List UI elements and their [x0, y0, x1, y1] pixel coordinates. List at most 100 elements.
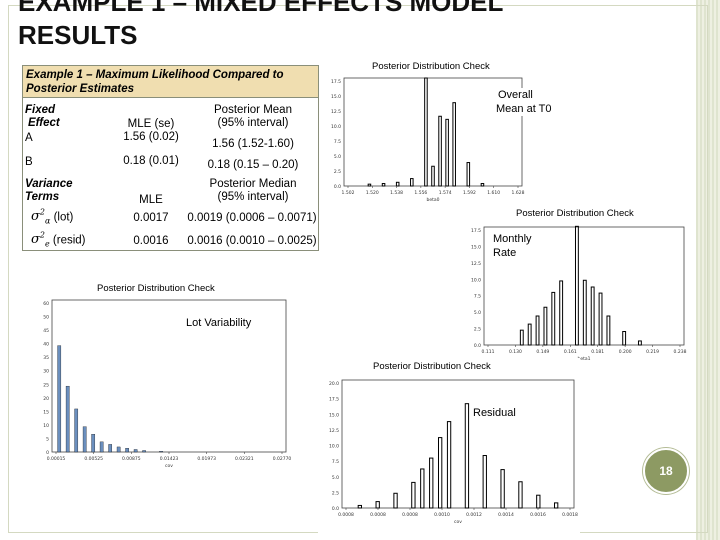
- slide-title-line2: RESULTS: [18, 20, 138, 50]
- monthly-rate-bar: [598, 292, 603, 346]
- variance-row-lot-label: (lot): [53, 211, 74, 224]
- fixed-effect-heading: Fixed Effect: [25, 104, 60, 130]
- fixed-effect-heading-line1: Fixed: [25, 104, 56, 116]
- lot-variability-y-tick-label: 5: [46, 436, 49, 442]
- variance-row-resid: σ2e (resid): [31, 229, 86, 251]
- residual-plot: Posterior Distribution Check 20.0 17.5 15.…: [318, 358, 580, 538]
- overall-mean-plot-title: Posterior Distribution Check: [372, 61, 490, 72]
- slide-number-badge: 18: [643, 448, 689, 494]
- overall-mean-x-tick-label: 1.574: [439, 190, 452, 196]
- residual-bar: [500, 469, 505, 509]
- fixed-row-b-posterior: 0.18 (0.15 – 0.20): [207, 159, 299, 171]
- sigma-e-squared-symbol: σ2e: [31, 231, 50, 249]
- lot-variability-bar: [65, 385, 70, 453]
- monthly-rate-x-tick-label: 0.149: [536, 349, 549, 355]
- variance-terms-heading-line1: Variance: [25, 178, 73, 190]
- fixed-row-b-mle: 0.18 (0.01): [123, 155, 179, 167]
- monthly-rate-y-tick-label: 10.0: [471, 277, 481, 283]
- overall-mean-x-tick-label: 1.628: [512, 190, 525, 196]
- overall-mean-y-tick-label: 7.5: [334, 139, 341, 145]
- monthly-rate-annotation: Monthly Rate: [493, 232, 532, 260]
- residual-y-tick-label: 15.0: [329, 412, 339, 418]
- overall-mean-bar: [431, 165, 435, 187]
- overall-mean-chart: 17.5 15.0 12.5 10.0 7.5 5.0 2.5 0.01.502 1.520 1.…: [331, 77, 525, 203]
- monthly-rate-annotation-line2: Rate: [493, 247, 517, 259]
- overall-mean-y-tick-label: 0.0: [334, 184, 341, 190]
- monthly-rate-bar: [535, 315, 540, 346]
- residual-bar: [357, 504, 363, 509]
- residual-y-tick-label: 10.0: [329, 444, 339, 450]
- lot-variability-y-tick-label: 20: [43, 396, 49, 402]
- lot-variability-x-axis-label: cov: [165, 464, 173, 469]
- lot-variability-bar: [108, 444, 113, 453]
- fixed-effect-heading-line2: Effect: [28, 117, 60, 129]
- residual-bar: [420, 468, 425, 509]
- lot-variability-plot: Posterior Distribution Check 60 50 45 40 35 3…: [30, 280, 292, 480]
- monthly-rate-bar: [582, 279, 587, 346]
- residual-annotation-line1: Residual: [473, 407, 516, 419]
- fixed-row-b-label: B: [25, 156, 33, 168]
- residual-x-tick-label: 0.0010: [434, 512, 450, 518]
- lot-variability-bar: [99, 441, 104, 453]
- overall-mean-bar: [381, 183, 386, 187]
- monthly-rate-bar: [527, 323, 532, 346]
- fixed-mle-header: MLE (se): [127, 118, 175, 130]
- overall-mean-y-tick-label: 5.0: [334, 154, 341, 160]
- monthly-rate-x-axis-label: beta1: [577, 356, 590, 362]
- monthly-rate-y-tick-label: 0.0: [474, 343, 481, 349]
- lot-variability-bar: [125, 448, 129, 453]
- monthly-rate-x-tick-label: 0.181: [591, 349, 604, 355]
- monthly-rate-bar: [574, 225, 579, 346]
- slide-title-line1: EXAMPLE 1 – MIXED EFFECTS MODEL: [18, 0, 504, 17]
- decorative-side-strip: [696, 0, 720, 540]
- lot-variability-y-tick-label: 25: [43, 382, 49, 388]
- residual-bar: [446, 421, 452, 509]
- monthly-rate-y-tick-label: 7.5: [474, 294, 481, 300]
- lot-variability-y-tick-label: 30: [43, 369, 49, 375]
- lot-variability-plot-title: Posterior Distribution Check: [97, 283, 215, 294]
- table-header: Example 1 – Maximum Likelihood Compared …: [23, 66, 318, 98]
- monthly-rate-annotation-line1: Monthly: [493, 233, 532, 245]
- lot-variability-x-tick-label: 0.02321: [235, 456, 254, 462]
- residual-bar: [482, 455, 487, 509]
- monthly-rate-bar: [606, 315, 611, 346]
- overall-mean-bar: [445, 118, 449, 187]
- monthly-rate-x-tick-label: 0.219: [646, 349, 659, 355]
- lot-variability-annotation-line1: Lot Variability: [186, 317, 252, 329]
- lot-variability-bar: [82, 426, 87, 453]
- fixed-row-a-mle: 1.56 (0.02): [123, 131, 179, 143]
- variance-row-resid-mle: 0.0016: [133, 235, 169, 247]
- residual-plot-title: Posterior Distribution Check: [373, 361, 491, 372]
- overall-mean-bar: [424, 77, 428, 187]
- lot-variability-y-tick-label: 50: [43, 315, 49, 321]
- overall-mean-bar: [367, 183, 372, 187]
- monthly-rate-y-tick-label: 5.0: [474, 310, 481, 316]
- overall-mean-annotation-line1: Overall: [498, 89, 533, 101]
- residual-bar: [464, 403, 470, 509]
- lot-variability-bar: [142, 450, 146, 453]
- monthly-rate-bar: [543, 306, 548, 346]
- monthly-rate-bar: [551, 291, 556, 346]
- lot-variability-y-tick-label: 40: [43, 342, 49, 348]
- variance-posterior-header-line2: (95% interval): [217, 191, 289, 203]
- overall-mean-y-tick-label: 2.5: [334, 169, 341, 175]
- lot-variability-bar: [116, 446, 121, 453]
- variance-row-lot-posterior: 0.0019 (0.0006 – 0.0071): [187, 212, 317, 224]
- residual-bar: [411, 481, 416, 509]
- monthly-rate-y-tick-label: 2.5: [474, 327, 481, 333]
- residual-bar: [429, 457, 434, 509]
- monthly-rate-bar: [637, 340, 642, 346]
- variance-row-lot: σ2α (lot): [31, 206, 73, 228]
- residual-y-tick-label: 7.5: [332, 459, 339, 465]
- monthly-rate-y-tick-label: 15.0: [471, 244, 481, 250]
- lot-variability-x-tick-label: 0.02770: [273, 456, 292, 462]
- monthly-rate-bar: [519, 329, 524, 346]
- residual-x-axis-label: cov: [454, 520, 462, 525]
- lot-variability-y-tick-label: 45: [43, 328, 49, 334]
- lot-variability-bar: [159, 451, 163, 453]
- overall-mean-x-tick-label: 1.520: [366, 190, 379, 196]
- residual-y-tick-label: 17.5: [329, 397, 339, 403]
- monthly-rate-x-tick-label: 0.200: [619, 349, 632, 355]
- monthly-rate-y-tick-label: 12.5: [471, 261, 481, 267]
